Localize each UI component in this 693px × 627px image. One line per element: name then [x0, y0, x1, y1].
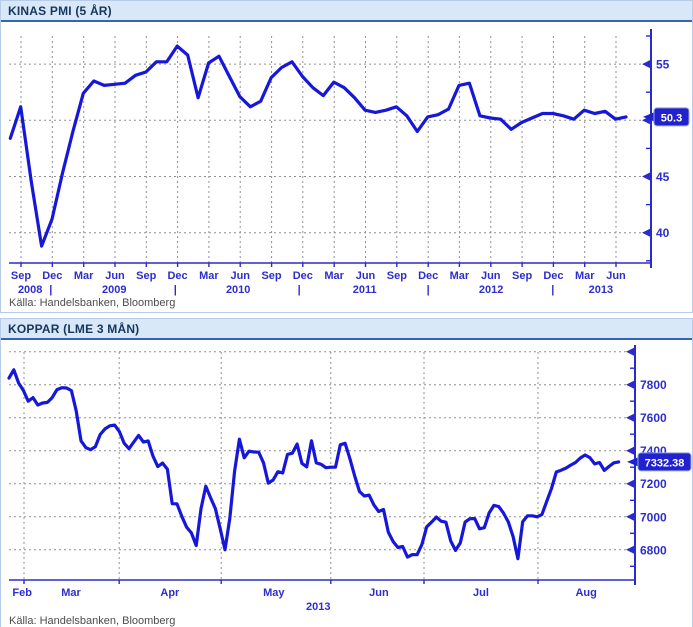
x-month-label: Jun [369, 587, 389, 599]
x-year-label: 2012 [479, 284, 503, 296]
y-major-arrow-icon [626, 380, 634, 389]
x-month-label: Sep [387, 270, 407, 282]
last-value-box [637, 452, 692, 472]
copper-title: KOPPAR (LME 3 MÅN) [8, 321, 140, 336]
y-tick-label: 55 [656, 58, 670, 72]
data-line [8, 44, 628, 248]
x-year-label: 2008 [18, 284, 42, 296]
x-year-label: 2010 [226, 284, 250, 296]
x-month-label: Mar [450, 270, 470, 282]
x-month-label: Jun [356, 270, 376, 282]
y-tick-label: 45 [656, 170, 670, 184]
x-month-label: Sep [136, 270, 156, 282]
x-year-label: 2013 [306, 601, 330, 613]
y-major-arrow-icon [626, 347, 634, 356]
y-major-arrow-icon [642, 228, 650, 237]
y-tick-label: 40 [656, 226, 670, 240]
value-box-arrow-icon [627, 456, 639, 467]
x-month-label: Mar [61, 587, 81, 599]
y-major-arrow-icon [626, 446, 634, 455]
year-separator: | [551, 284, 554, 296]
x-month-label: Mar [324, 270, 344, 282]
x-year-label: 2009 [102, 284, 126, 296]
last-value-text: 50.3 [661, 112, 682, 124]
x-month-label: Mar [575, 270, 595, 282]
x-year-label: 2011 [353, 284, 377, 296]
x-month-label: Sep [261, 270, 281, 282]
pmi-chart-canvas: 55504540SepDecMarJunSepDecMarJunSepDecMa… [8, 29, 690, 296]
x-month-label: Sep [512, 270, 532, 282]
last-value-text: 7332.38 [645, 457, 685, 469]
x-month-label: Jun [606, 270, 626, 282]
x-month-label: Dec [418, 270, 438, 282]
y-tick-label: 7200 [640, 477, 667, 491]
x-month-label: May [263, 587, 285, 599]
y-major-arrow-icon [626, 413, 634, 422]
x-month-label: Jul [473, 587, 489, 599]
year-separator: | [298, 284, 301, 296]
x-month-label: Dec [42, 270, 62, 282]
pmi-source: Källa: Handelsbanken, Bloomberg [9, 297, 176, 309]
copper-title-bar: KOPPAR (LME 3 MÅN) [1, 319, 692, 340]
pmi-title-bar: KINAS PMI (5 ÅR) [1, 1, 692, 22]
y-major-arrow-icon [642, 172, 650, 181]
x-month-label: Jun [105, 270, 125, 282]
y-major-arrow-icon [626, 512, 634, 521]
y-tick-label: 7000 [640, 510, 667, 524]
y-tick-label: 7800 [640, 378, 667, 392]
x-month-label: Dec [543, 270, 563, 282]
y-major-arrow-icon [642, 60, 650, 69]
year-separator: | [427, 284, 430, 296]
last-value-box [653, 107, 690, 127]
y-major-arrow-icon [626, 479, 634, 488]
x-month-label: Dec [167, 270, 187, 282]
copper-panel: KOPPAR (LME 3 MÅN) 7800 7600 7400 7200 7000 6… [0, 318, 693, 627]
x-month-label: Feb [12, 587, 32, 599]
x-month-label: Dec [293, 270, 313, 282]
x-month-label: Mar [74, 270, 94, 282]
year-separator: | [174, 284, 177, 296]
x-month-label: Aug [575, 587, 596, 599]
x-month-label: Apr [160, 587, 180, 599]
copper-source: Källa: Handelsbanken, Bloomberg [9, 615, 176, 627]
x-month-label: Sep [11, 270, 31, 282]
year-separator: | [49, 284, 52, 296]
data-line [7, 368, 621, 561]
x-month-label: Mar [199, 270, 219, 282]
pmi-panel: KINAS PMI (5 ÅR) 55504540SepDecMarJunSep… [0, 0, 693, 313]
y-tick-label: 6800 [640, 543, 667, 557]
y-major-arrow-icon [626, 545, 634, 554]
y-tick-label: 7600 [640, 411, 667, 425]
x-month-label: Jun [481, 270, 501, 282]
pmi-title: KINAS PMI (5 ÅR) [8, 3, 112, 18]
x-month-label: Jun [230, 270, 250, 282]
x-year-label: 2013 [589, 284, 613, 296]
value-box-arrow-icon [643, 111, 655, 122]
